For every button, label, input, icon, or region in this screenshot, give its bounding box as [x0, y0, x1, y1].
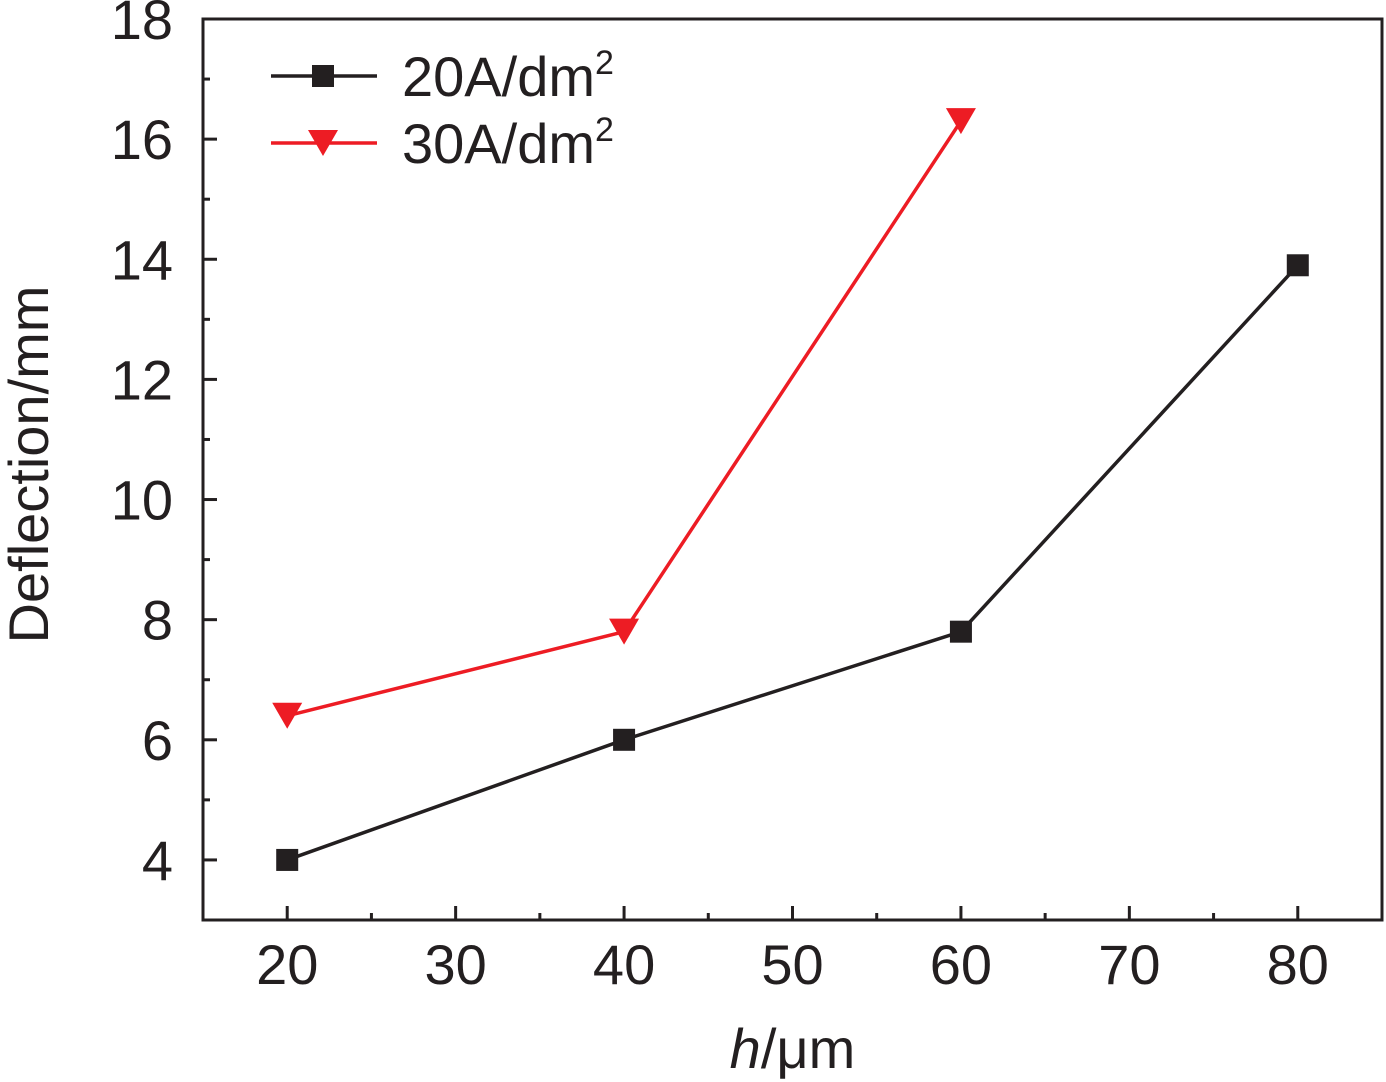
legend-label-2: 30A/dm2 — [402, 111, 614, 175]
y-tick-label: 18 — [111, 0, 173, 51]
tick-labels: 20 30 40 50 60 70 80 4 6 8 10 12 14 16 18 — [111, 0, 1329, 996]
series-line-1 — [286, 264, 1300, 862]
x-tick-label: 40 — [593, 933, 655, 996]
legend-label-1: 20A/dm2 — [402, 44, 614, 108]
legend-label-main: 30A/dm — [402, 112, 595, 175]
x-tick-label: 50 — [761, 933, 823, 996]
series-2-point — [609, 618, 640, 645]
legend-marker-1 — [312, 65, 334, 87]
x-tick-label: 30 — [424, 933, 486, 996]
y-tick-label: 6 — [142, 709, 173, 772]
x-tick-label: 60 — [930, 933, 992, 996]
y-tick-label: 16 — [111, 108, 173, 171]
legend-label-superscript: 2 — [595, 44, 614, 82]
y-tick-label: 14 — [111, 228, 173, 291]
major-ticks — [203, 137, 1300, 920]
legend-label-superscript: 2 — [595, 111, 614, 149]
x-tick-label: 80 — [1267, 933, 1329, 996]
series-lines — [286, 120, 1300, 862]
series-2-point — [945, 108, 976, 135]
minor-ticks — [203, 77, 1216, 920]
y-tick-label: 10 — [111, 469, 173, 532]
series-markers — [272, 108, 1309, 871]
x-tick-label: 70 — [1098, 933, 1160, 996]
y-tick-label: 8 — [142, 589, 173, 652]
series-1-point — [1286, 254, 1309, 277]
x-axis-label-italic: h — [730, 1017, 761, 1080]
plot-frame — [201, 17, 1384, 922]
series-2-point — [272, 702, 303, 729]
series-1-point — [276, 848, 299, 871]
x-tick-label: 20 — [256, 933, 318, 996]
y-axis-label: Deflection/mm — [0, 286, 60, 644]
x-axis-label: h/μm — [730, 1017, 856, 1080]
y-tick-label: 12 — [111, 348, 173, 411]
legend-marker-2 — [308, 130, 338, 156]
y-tick-label: 4 — [142, 829, 173, 892]
series-1-point — [949, 620, 972, 643]
legend-label-main: 20A/dm — [402, 45, 595, 108]
series-1-point — [613, 728, 636, 751]
x-axis-label-unit: /μm — [761, 1017, 855, 1080]
